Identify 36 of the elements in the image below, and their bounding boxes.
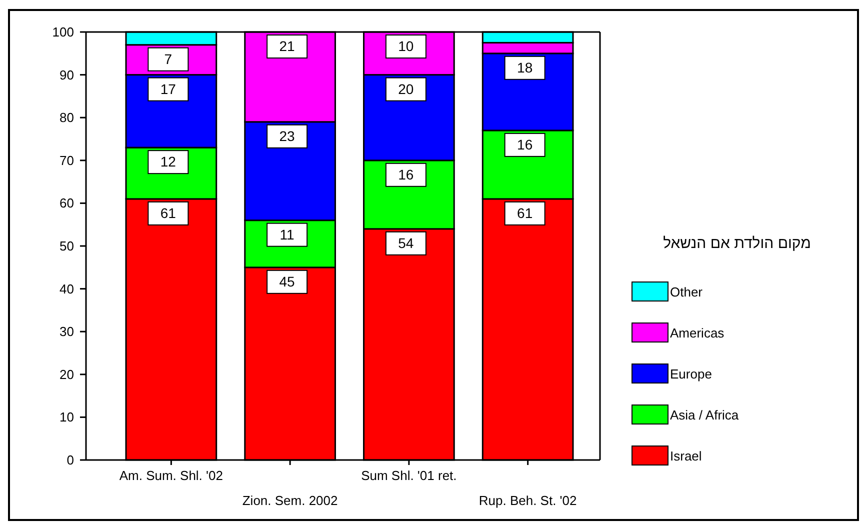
data-label: 12 — [160, 154, 176, 170]
legend-label: Europe — [670, 366, 712, 382]
y-tick-label: 90 — [60, 67, 74, 82]
data-label: 21 — [279, 38, 296, 54]
x-tick-label: Sum Shl. '01 ret. — [361, 468, 457, 483]
data-label: 54 — [398, 234, 414, 251]
x-tick-label: Zion. Sem. 2002 — [242, 493, 338, 508]
legend-label: Other — [670, 284, 704, 300]
legend-title: מקום הולדת אם הנשאל — [663, 235, 811, 252]
data-label: 45 — [279, 273, 296, 290]
y-tick-label: 50 — [60, 238, 74, 254]
data-label: 23 — [279, 128, 296, 144]
y-tick-label: 0 — [66, 452, 74, 468]
data-label: 7 — [164, 50, 172, 67]
y-tick-label: 20 — [60, 366, 74, 382]
x-tick-label: Am. Sum. Shl. '02 — [119, 468, 223, 483]
y-tick-label: 10 — [60, 410, 74, 425]
legend-label: Americas — [670, 326, 725, 340]
data-label: 17 — [160, 80, 176, 97]
y-tick-label: 60 — [60, 196, 74, 211]
data-label: 20 — [398, 80, 414, 97]
data-label: 61 — [160, 204, 176, 221]
y-tick-label: 30 — [60, 324, 74, 340]
data-label: 61 — [517, 204, 533, 221]
legend-label: Asia / Africa — [670, 408, 740, 422]
data-label: 16 — [517, 136, 533, 152]
y-tick-label: 100 — [52, 24, 74, 40]
data-label: 11 — [280, 226, 295, 242]
y-tick-label: 70 — [60, 152, 74, 168]
data-label: 10 — [398, 38, 414, 54]
legend-label: Israel — [670, 448, 702, 464]
data-label: 16 — [398, 166, 414, 182]
y-tick-label: 80 — [60, 110, 74, 126]
x-tick-label: Rup. Beh. St. '02 — [478, 493, 577, 508]
data-label: 18 — [517, 59, 533, 76]
y-tick-label: 40 — [60, 281, 74, 296]
